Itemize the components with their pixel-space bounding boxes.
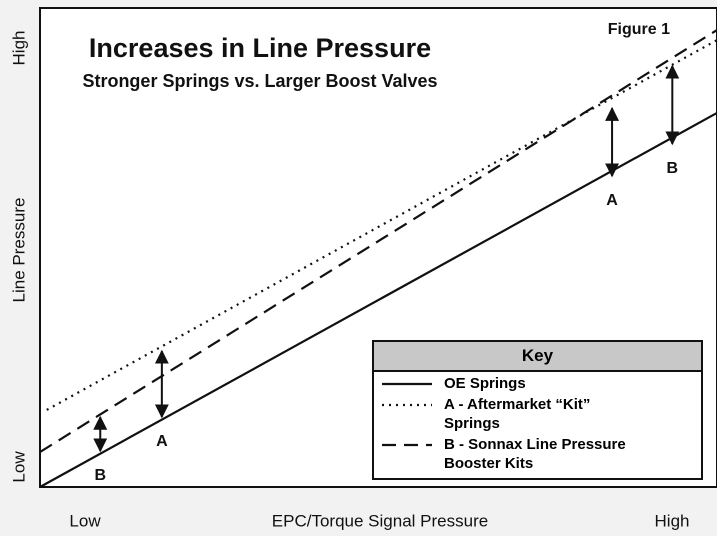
arrow-label: B [94, 467, 106, 484]
figure-label: Figure 1 [608, 21, 670, 38]
legend-entry: OE Springs [374, 374, 644, 393]
chart-subtitle: Stronger Springs vs. Larger Boost Valves [82, 71, 437, 91]
legend: Key OE Springs A - Aftermarket “Kit” Spri… [372, 340, 703, 480]
legend-swatch [382, 382, 432, 386]
arrow-label: A [156, 433, 168, 450]
arrow-label: B [667, 160, 679, 177]
y-tick-label: Low [9, 451, 28, 483]
arrow-label: A [606, 192, 618, 209]
x-tick-label: High [655, 511, 690, 530]
legend-label: B - Sonnax Line Pressure Booster Kits [444, 436, 626, 472]
legend-label: OE Springs [444, 375, 526, 392]
y-tick-label: High [9, 31, 28, 66]
y-axis-label: Line Pressure [9, 198, 28, 303]
chart-title: Increases in Line Pressure [89, 33, 431, 63]
page: Increases in Line Pressure Stronger Spri… [0, 0, 717, 536]
legend-label: A - Aftermarket “Kit” Springs [444, 396, 590, 432]
legend-swatch [382, 403, 432, 407]
legend-swatch [382, 443, 432, 447]
x-tick-label: Low [69, 511, 101, 530]
x-axis-label: EPC/Torque Signal Pressure [272, 511, 488, 530]
legend-entry: B - Sonnax Line Pressure Booster Kits [374, 435, 644, 473]
legend-entry: A - Aftermarket “Kit” Springs [374, 395, 644, 433]
legend-title: Key [374, 342, 701, 372]
